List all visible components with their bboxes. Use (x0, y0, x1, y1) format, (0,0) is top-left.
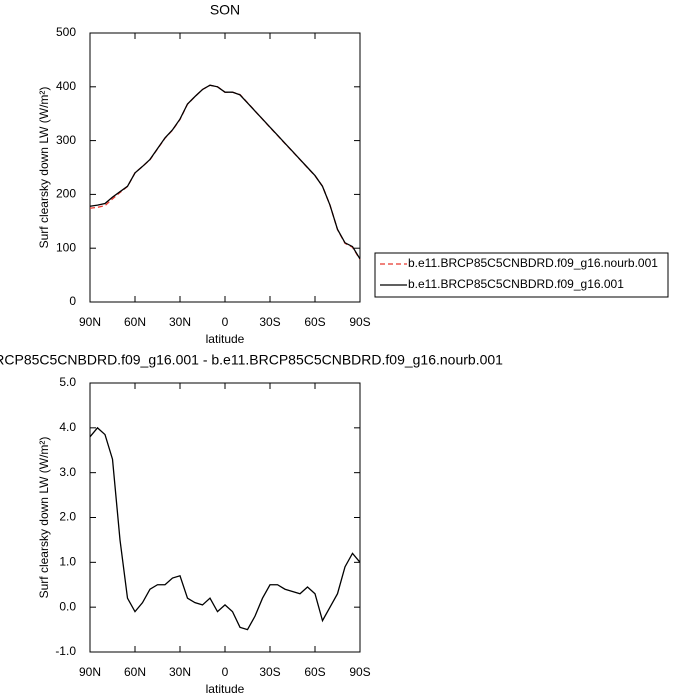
y-tick-label: 0.0 (59, 599, 76, 613)
x-tick-label: 60N (124, 315, 146, 329)
data-line (89, 84, 361, 260)
y-tick-label: 4.0 (59, 420, 76, 434)
x-tick-label: 90N (79, 665, 101, 679)
x-tick-label: 0 (222, 665, 229, 679)
legend-label: b.e11.BRCP85C5CNBDRD.f09_g16.nourb.001 (408, 256, 658, 270)
y-axis-label: Surf clearsky down LW (W/m²) (37, 87, 51, 249)
x-tick-label: 30S (259, 665, 280, 679)
x-tick-label: 90S (349, 315, 370, 329)
y-axis-label: Surf clearsky down LW (W/m²) (37, 437, 51, 599)
x-tick-label: 30S (259, 315, 280, 329)
y-tick-label: 200 (56, 187, 76, 201)
x-tick-label: 60N (124, 665, 146, 679)
y-tick-label: 2.0 (59, 510, 76, 524)
x-axis-label: latitude (206, 682, 245, 696)
chart-title: b.e11.BRCP85C5CNBDRD.f09_g16.001 - b.e11… (0, 352, 503, 368)
x-tick-label: 60S (304, 665, 325, 679)
y-tick-label: 1.0 (59, 555, 76, 569)
y-tick-label: 5.0 (59, 375, 76, 389)
legend-box (374, 252, 669, 298)
y-tick-label: 300 (56, 133, 76, 147)
x-tick-label: 60S (304, 315, 325, 329)
x-axis-label: latitude (206, 332, 245, 346)
x-tick-label: 30N (169, 315, 191, 329)
plot-frame (89, 32, 361, 303)
chart-title: SON (210, 2, 240, 18)
x-tick-label: 90S (349, 665, 370, 679)
x-tick-label: 30N (169, 665, 191, 679)
y-tick-label: 100 (56, 240, 76, 254)
y-tick-label: -1.0 (55, 644, 76, 658)
y-tick-label: 0 (69, 294, 76, 308)
x-tick-label: 90N (79, 315, 101, 329)
data-line (89, 426, 361, 631)
y-tick-label: 3.0 (59, 465, 76, 479)
y-tick-label: 400 (56, 79, 76, 93)
y-tick-label: 500 (56, 25, 76, 39)
x-tick-label: 0 (222, 315, 229, 329)
data-line (89, 84, 361, 260)
legend-label: b.e11.BRCP85C5CNBDRD.f09_g16.001 (408, 277, 624, 291)
